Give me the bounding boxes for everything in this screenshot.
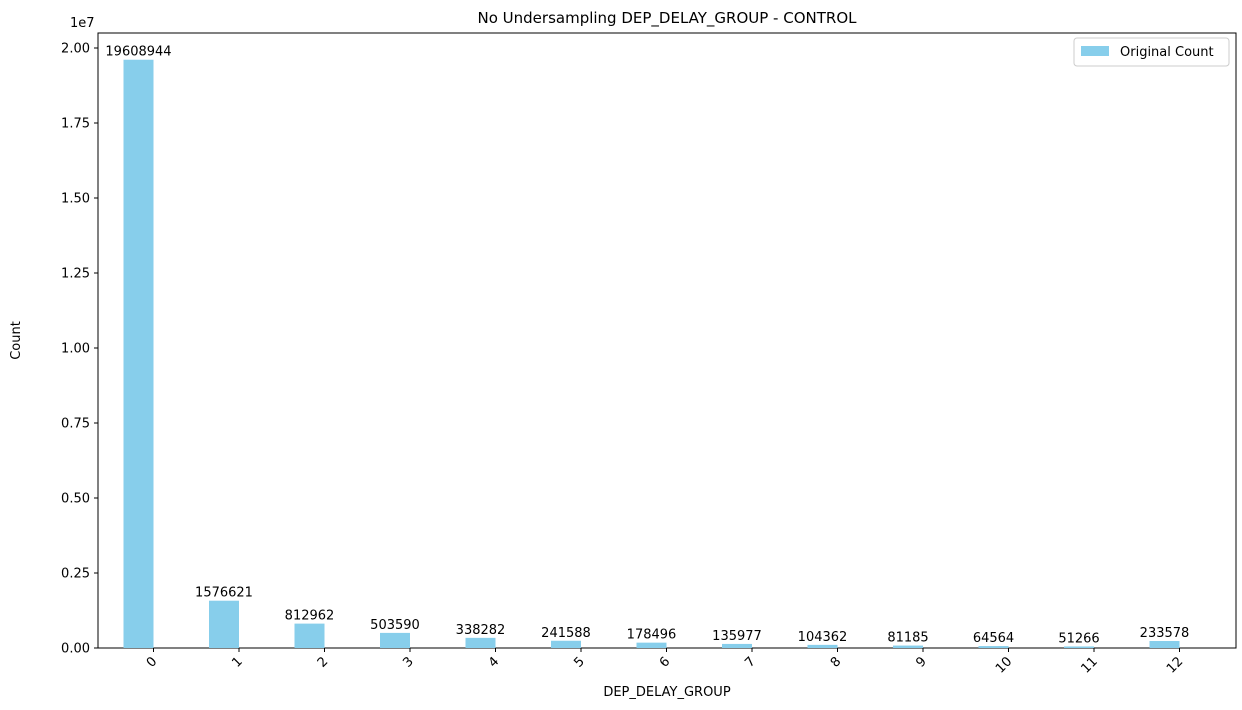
y-tick-label-0: 0.00 [61, 642, 90, 657]
bar-2 [294, 623, 325, 648]
bar-label-3: 503590 [370, 618, 420, 633]
bar-label-10: 64564 [973, 631, 1014, 646]
legend-box [1073, 37, 1230, 67]
bar-label-6: 178496 [627, 628, 677, 643]
x-tick-label-8: 8 [828, 654, 844, 670]
x-tick-label-4: 4 [486, 654, 502, 670]
y-tick-label-1: 0.25 [61, 567, 90, 582]
x-axis: 0 1 2 3 4 5 6 7 8 9 10 11 12 [144, 648, 1186, 677]
bar-label-9: 81185 [887, 631, 928, 646]
bar-labels-group: 19608944 1576621 812962 503590 338282 241588 1… [105, 45, 1189, 647]
y-axis-offset-label: 1e7 [70, 16, 95, 31]
bar-label-5: 241588 [541, 626, 591, 641]
x-tick-label-1: 1 [229, 654, 245, 670]
x-tick-label-0: 0 [144, 654, 160, 670]
y-tick-label-4: 1.00 [61, 342, 90, 357]
bar-label-12: 233578 [1140, 626, 1190, 641]
x-tick-label-9: 9 [913, 654, 929, 670]
legend: Original Count [1073, 37, 1230, 67]
legend-swatch [1081, 46, 1109, 56]
y-tick-label-3: 0.75 [61, 417, 90, 432]
bar-4 [465, 637, 496, 648]
bar-label-1: 1576621 [195, 586, 253, 601]
bar-label-0: 19608944 [105, 45, 171, 60]
bar-11 [1064, 646, 1094, 648]
x-tick-label-2: 2 [315, 654, 331, 670]
chart-title: No Undersampling DEP_DELAY_GROUP - CONTR… [478, 9, 858, 28]
bar-label-8: 104362 [798, 630, 848, 645]
bar-7 [722, 643, 752, 648]
bar-8 [807, 644, 838, 648]
plot-frame [97, 32, 1237, 649]
x-tick-label-10: 10 [993, 654, 1015, 676]
legend-entry-original-count: Original Count [1120, 45, 1214, 60]
y-tick-label-6: 1.50 [61, 192, 90, 207]
x-tick-label-3: 3 [400, 654, 416, 670]
y-tick-label-7: 1.75 [61, 117, 90, 132]
bar-5 [551, 640, 581, 648]
x-tick-label-6: 6 [657, 654, 673, 670]
y-tick-label-2: 0.50 [61, 492, 90, 507]
bar-0 [123, 59, 154, 648]
bar-9 [893, 645, 923, 648]
bar-10 [978, 646, 1009, 648]
x-tick-label-7: 7 [742, 654, 758, 670]
x-tick-label-5: 5 [571, 654, 587, 670]
x-tick-label-11: 11 [1079, 654, 1101, 676]
y-axis-label: Count [9, 321, 24, 360]
bar-label-7: 135977 [712, 629, 762, 644]
bar-12 [1149, 640, 1180, 648]
x-tick-label-12: 12 [1164, 654, 1186, 676]
bar-label-4: 338282 [456, 623, 506, 638]
bar-3 [380, 632, 410, 648]
y-tick-label-5: 1.25 [61, 267, 90, 282]
bars-group [123, 59, 1180, 648]
bar-1 [209, 600, 239, 648]
bar-label-2: 812962 [285, 609, 335, 624]
bar-label-11: 51266 [1058, 631, 1099, 646]
x-axis-label: DEP_DELAY_GROUP [603, 685, 731, 700]
y-axis: 0.00 0.25 0.50 0.75 1.00 1.25 1.50 1.75 2.00 [61, 42, 98, 657]
y-tick-label-8: 2.00 [61, 42, 90, 57]
bar-6 [636, 642, 667, 648]
